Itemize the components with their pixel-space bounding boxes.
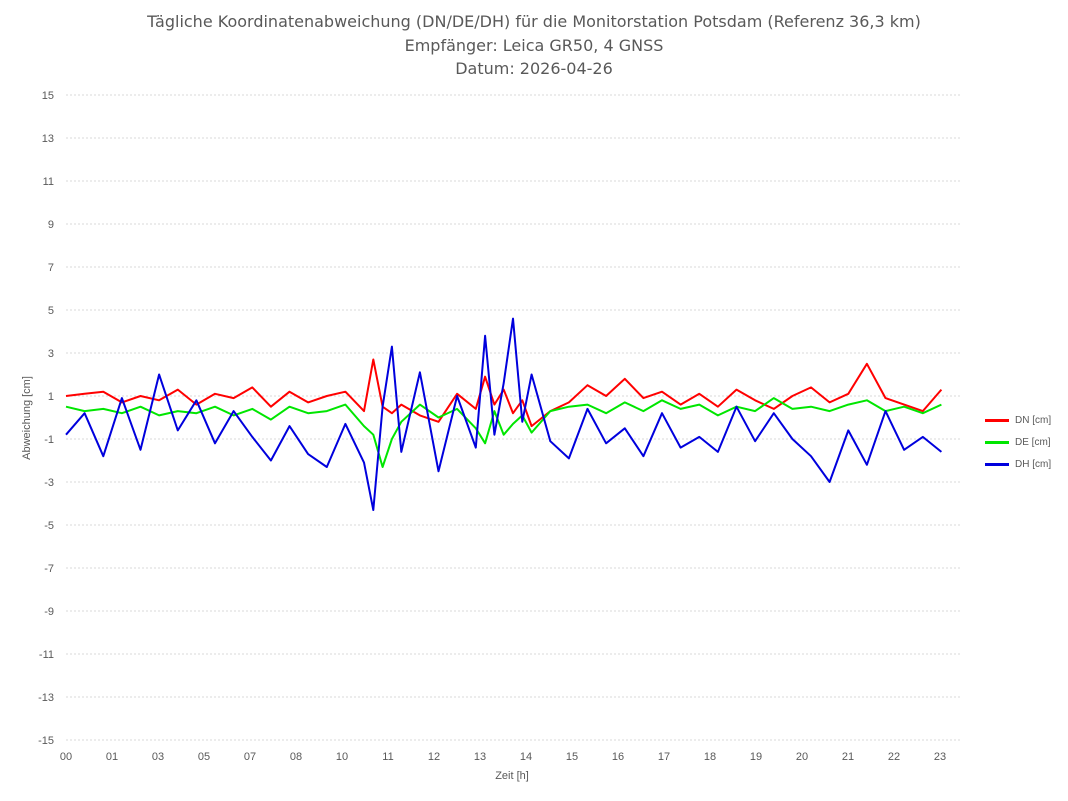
y-tick-label: 13 — [42, 133, 54, 145]
series-line-dh — [65, 317, 943, 511]
x-tick-label: 14 — [520, 751, 532, 763]
y-tick-label: -5 — [44, 520, 54, 532]
legend-swatch — [985, 462, 1009, 466]
chart-title: Tägliche Koordinatenabweichung (DN/DE/DH… — [147, 12, 921, 31]
x-tick-label: 22 — [888, 751, 900, 763]
chart-subtitle: Empfänger: Leica GR50, 4 GNSS — [404, 36, 664, 55]
y-tick-label: 15 — [42, 90, 54, 102]
y-tick-label: -3 — [44, 477, 54, 489]
x-tick-label: 18 — [704, 751, 716, 763]
y-axis-label: Abweichung [cm] — [21, 376, 33, 460]
y-tick-label: -13 — [38, 692, 54, 704]
series-line-de — [65, 397, 942, 468]
y-tick-label: -15 — [38, 735, 54, 747]
y-tick-labels: 15 13 11 9 7 5 3 1 -1 -3 -5 -7 -9 -11 -13 -15 — [38, 90, 54, 747]
x-tick-label: 03 — [152, 751, 164, 763]
legend-swatch — [985, 440, 1009, 444]
chart-date: Datum: 2026-04-26 — [455, 59, 613, 78]
x-tick-label: 01 — [106, 751, 118, 763]
x-tick-label: 05 — [198, 751, 210, 763]
x-tick-label: 07 — [244, 751, 256, 763]
y-tick-label: 11 — [43, 176, 54, 188]
series-line-dn — [65, 358, 943, 428]
x-tick-label: 17 — [658, 751, 670, 763]
legend-item-dh: DH [cm] — [985, 453, 1051, 475]
x-tick-label: 08 — [290, 751, 302, 763]
y-tick-label: -1 — [44, 434, 54, 446]
series-lines — [65, 317, 943, 511]
legend-item-de: DE [cm] — [985, 431, 1051, 453]
y-tick-label: -11 — [39, 649, 54, 661]
y-tick-label: -9 — [44, 606, 54, 618]
legend-item-dn: DN [cm] — [985, 409, 1051, 431]
legend-label: DH [cm] — [1015, 458, 1052, 470]
y-tick-label: 9 — [48, 219, 54, 231]
x-tick-label: 19 — [750, 751, 762, 763]
y-tick-label: 5 — [48, 305, 54, 317]
legend-label: DE [cm] — [1015, 436, 1051, 448]
y-tick-label: 7 — [48, 262, 54, 274]
legend-swatch — [985, 418, 1009, 422]
x-tick-label: 21 — [842, 751, 854, 763]
y-tick-label: -7 — [44, 563, 54, 575]
x-tick-label: 00 — [60, 751, 72, 763]
legend: DN [cm] DE [cm] DH [cm] — [985, 409, 1051, 475]
x-tick-label: 23 — [934, 751, 946, 763]
y-tick-label: 3 — [48, 348, 54, 360]
x-axis-label: Zeit [h] — [495, 770, 529, 782]
x-tick-label: 12 — [428, 751, 440, 763]
x-tick-label: 13 — [474, 751, 486, 763]
x-tick-label: 20 — [796, 751, 808, 763]
y-tick-label: 1 — [48, 391, 54, 403]
x-tick-labels: 00 01 03 05 07 08 10 11 12 13 14 15 16 17 18 19 20 21 22 23 — [60, 751, 946, 763]
legend-label: DN [cm] — [1015, 414, 1052, 426]
x-tick-label: 15 — [566, 751, 578, 763]
grid-lines — [66, 94, 960, 741]
x-tick-label: 10 — [336, 751, 348, 763]
x-tick-label: 16 — [612, 751, 624, 763]
x-tick-label: 11 — [382, 751, 393, 763]
